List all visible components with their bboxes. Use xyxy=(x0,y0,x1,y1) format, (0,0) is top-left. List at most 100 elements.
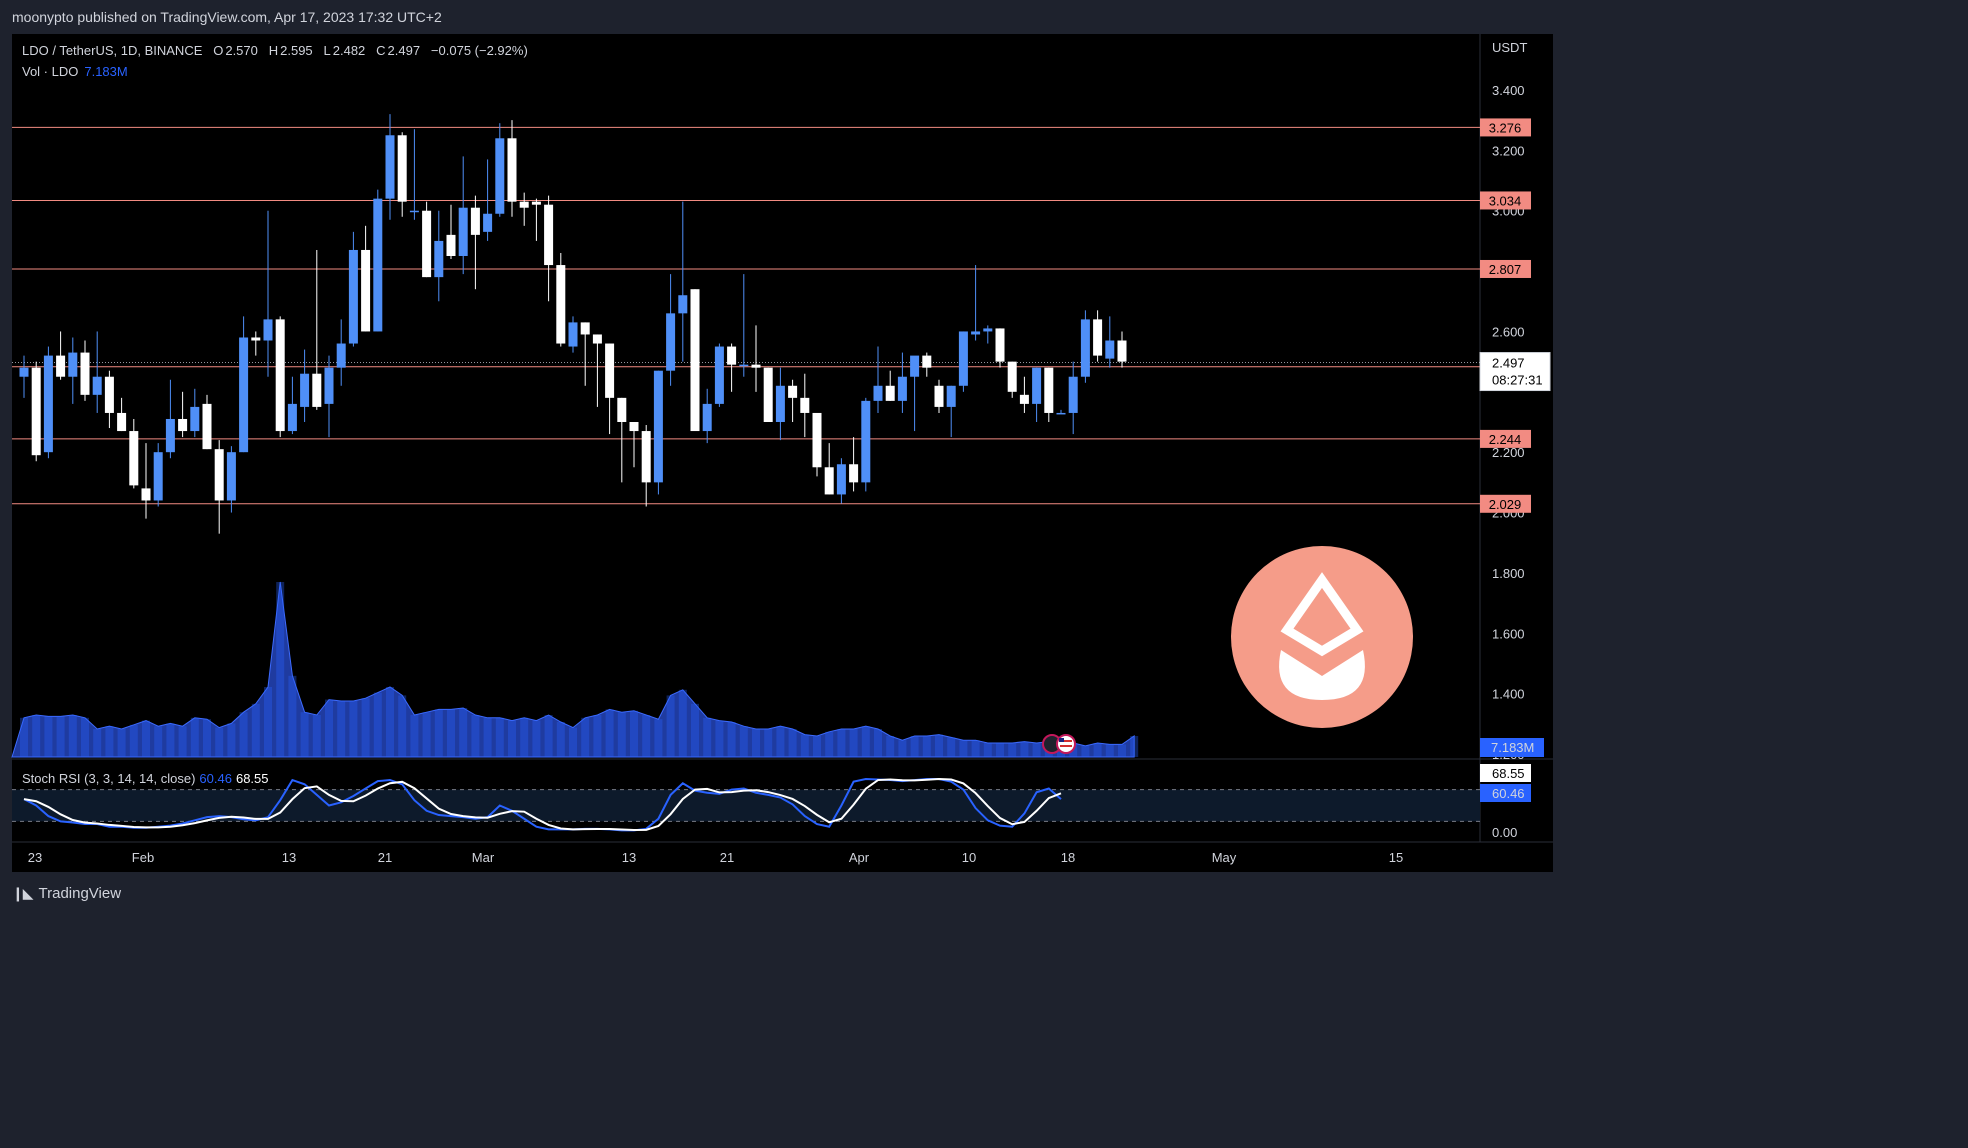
candle-body[interactable] xyxy=(458,207,468,256)
candle-body[interactable] xyxy=(275,319,285,432)
candle-body[interactable] xyxy=(751,364,761,368)
candle-body[interactable] xyxy=(714,346,724,404)
candle-body[interactable] xyxy=(190,406,200,432)
candle-body[interactable] xyxy=(361,249,371,332)
candle-body[interactable] xyxy=(666,313,676,371)
candle-body[interactable] xyxy=(678,295,688,314)
candle-body[interactable] xyxy=(897,376,907,401)
tradingview-brand[interactable]: ❙◣ TradingView xyxy=(12,885,121,902)
candle-body[interactable] xyxy=(934,385,944,407)
candle-body[interactable] xyxy=(971,331,981,335)
candle-body[interactable] xyxy=(153,452,163,501)
candle-body[interactable] xyxy=(544,204,554,266)
candle-body[interactable] xyxy=(446,234,456,256)
candle-body[interactable] xyxy=(873,385,883,401)
candle-body[interactable] xyxy=(775,385,785,422)
candle-body[interactable] xyxy=(824,467,834,495)
candle-body[interactable] xyxy=(1019,394,1029,404)
candle-body[interactable] xyxy=(483,213,493,232)
candle-body[interactable] xyxy=(19,367,29,377)
candle-body[interactable] xyxy=(983,328,993,332)
candle-body[interactable] xyxy=(385,135,395,199)
candle-body[interactable] xyxy=(800,397,810,413)
candle-body[interactable] xyxy=(507,138,517,202)
candle-body[interactable] xyxy=(861,400,871,483)
candle-body[interactable] xyxy=(1056,412,1066,415)
candle-body[interactable] xyxy=(849,464,859,483)
candle-body[interactable] xyxy=(202,403,212,450)
candle-body[interactable] xyxy=(214,449,224,501)
candle-body[interactable] xyxy=(690,289,700,432)
candle-body[interactable] xyxy=(141,488,151,501)
candle-body[interactable] xyxy=(580,322,590,335)
candle-body[interactable] xyxy=(251,337,261,341)
candle-body[interactable] xyxy=(653,370,663,483)
candle-body[interactable] xyxy=(165,418,175,453)
candle-body[interactable] xyxy=(117,412,127,432)
candle-body[interactable] xyxy=(129,431,139,486)
candle-body[interactable] xyxy=(836,464,846,495)
candle-body[interactable] xyxy=(422,210,432,278)
candle-body[interactable] xyxy=(1117,340,1127,362)
candle-body[interactable] xyxy=(592,334,602,344)
candle-body[interactable] xyxy=(68,352,78,377)
volume-label[interactable]: Vol · LDO xyxy=(22,64,79,79)
candle-body[interactable] xyxy=(56,355,66,377)
candle-body[interactable] xyxy=(788,385,798,398)
candle-body[interactable] xyxy=(336,343,346,368)
candle-body[interactable] xyxy=(910,355,920,377)
candle-body[interactable] xyxy=(397,135,407,202)
candle-body[interactable] xyxy=(885,385,895,401)
candle-body[interactable] xyxy=(1080,319,1090,377)
candle-body[interactable] xyxy=(568,322,578,347)
candle-body[interactable] xyxy=(324,367,334,404)
candle-body[interactable] xyxy=(92,376,102,395)
candle-body[interactable] xyxy=(617,397,627,422)
candle-body[interactable] xyxy=(1105,340,1115,359)
candle-body[interactable] xyxy=(434,240,444,278)
candle-body[interactable] xyxy=(287,403,297,432)
candle-body[interactable] xyxy=(312,373,322,407)
candle-body[interactable] xyxy=(409,210,419,213)
candle-body[interactable] xyxy=(470,207,480,235)
candle-body[interactable] xyxy=(1093,319,1103,356)
us-flag-canton xyxy=(1059,738,1064,742)
price-chart[interactable]: USDT3.4003.2003.0002.8002.6002.2002.0001… xyxy=(0,0,1568,915)
x-tick-label: Apr xyxy=(849,850,870,865)
candle-body[interactable] xyxy=(31,367,41,456)
candle-body[interactable] xyxy=(226,452,236,501)
candle-body[interactable] xyxy=(519,201,529,208)
symbol-name[interactable]: LDO / TetherUS, 1D, BINANCE xyxy=(22,43,203,58)
candle-body[interactable] xyxy=(43,355,53,453)
candle-body[interactable] xyxy=(812,412,822,468)
candle-body[interactable] xyxy=(1068,376,1078,413)
volume-bar xyxy=(788,729,797,757)
candle-body[interactable] xyxy=(80,352,90,395)
candle-body[interactable] xyxy=(641,431,651,483)
candle-body[interactable] xyxy=(556,265,566,344)
candle-body[interactable] xyxy=(763,367,773,422)
candle-body[interactable] xyxy=(702,403,712,432)
stoch-rsi-label[interactable]: Stoch RSI (3, 3, 14, 14, close) xyxy=(22,771,196,786)
candle-body[interactable] xyxy=(958,331,968,386)
candle-body[interactable] xyxy=(727,346,737,365)
candle-body[interactable] xyxy=(995,328,1005,362)
candle-body[interactable] xyxy=(739,364,749,367)
candle-body[interactable] xyxy=(629,422,639,432)
candle-body[interactable] xyxy=(178,418,188,432)
candle-body[interactable] xyxy=(946,385,956,407)
candle-body[interactable] xyxy=(348,249,358,344)
candle-body[interactable] xyxy=(263,319,273,341)
candle-body[interactable] xyxy=(239,337,249,453)
candle-body[interactable] xyxy=(104,376,114,413)
candle-body[interactable] xyxy=(605,343,615,398)
candle-body[interactable] xyxy=(1044,367,1054,413)
candle-body[interactable] xyxy=(495,138,505,214)
candle-body[interactable] xyxy=(1007,361,1017,392)
candle-body[interactable] xyxy=(373,198,383,332)
candle-body[interactable] xyxy=(1032,367,1042,404)
us-flag-icon[interactable] xyxy=(1056,734,1076,754)
candle-body[interactable] xyxy=(531,201,541,205)
candle-body[interactable] xyxy=(300,373,310,407)
candle-body[interactable] xyxy=(922,355,932,368)
